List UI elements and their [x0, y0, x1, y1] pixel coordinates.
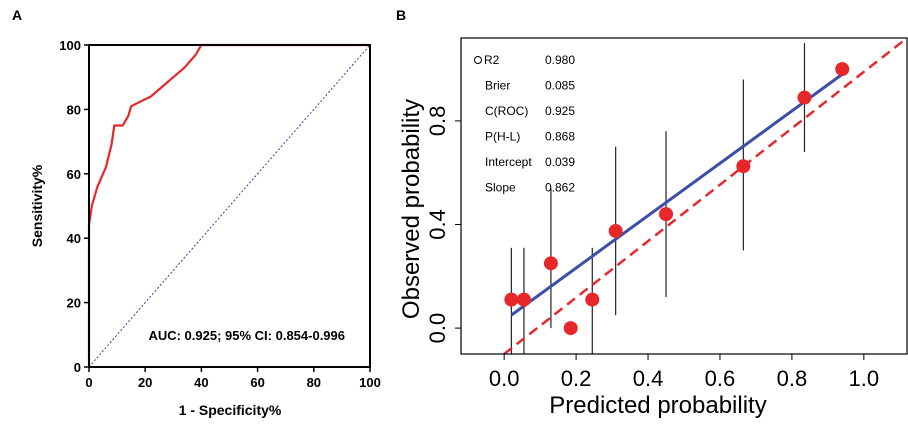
panel-a-ytick-label: 20 — [67, 296, 81, 311]
panel-b-xtick-label: 0.2 — [561, 366, 592, 391]
panel-a-xtick-label: 80 — [307, 375, 321, 390]
stats-label: Slope — [485, 181, 516, 195]
stats-value: 0.039 — [545, 155, 575, 169]
panel-a-frame — [88, 44, 371, 368]
panel-b-ylabel: Observed probability — [398, 99, 425, 319]
stats-value: 0.925 — [545, 104, 575, 118]
stats-marker-icon — [474, 56, 482, 64]
panel-a-ytick-label: 0 — [74, 360, 81, 375]
panel-a-xtick-label: 100 — [359, 375, 381, 390]
stats-label: P(H-L) — [485, 130, 520, 144]
panel-a-xtick-label: 60 — [250, 375, 264, 390]
panel-a-ylabel: Sensitivity% — [29, 164, 45, 247]
stats-value: 0.085 — [545, 79, 575, 93]
panel-a-ytick-label: 100 — [59, 38, 81, 53]
data-point — [835, 62, 850, 77]
panel-a-ytick-label: 40 — [67, 231, 81, 246]
stats-label: R2 — [484, 53, 500, 67]
panel-a-label: A — [12, 7, 22, 23]
ideal-line — [503, 38, 907, 354]
stats-value: 0.868 — [545, 130, 575, 144]
data-point — [736, 159, 751, 174]
stats-label: C(ROC) — [485, 104, 528, 118]
panel-b-frame — [460, 37, 908, 355]
panel-b-ytick-label: 0.0 — [425, 313, 450, 344]
stats-label: Intercept — [485, 155, 532, 169]
panel-b-xtick-label: 0.6 — [705, 366, 736, 391]
data-point — [543, 256, 558, 271]
reference-diagonal — [88, 44, 371, 368]
data-point — [585, 292, 600, 307]
panel-a-xtick-label: 0 — [85, 375, 92, 390]
stats-value: 0.862 — [545, 181, 575, 195]
data-point — [516, 292, 531, 307]
panel-a: 0 20 40 60 80 100 0 20 40 60 80 100 AUC: 0.925; 95%… — [29, 38, 381, 418]
panel-b: 0.0 0.2 0.4 0.6 0.8 1.0 0.0 0.4 0.8 R2 0.980 Brier… — [398, 37, 908, 419]
panel-a-ytick-label: 80 — [67, 102, 81, 117]
panel-b-xtick-label: 1.0 — [849, 366, 880, 391]
panel-a-xlabel: 1 - Specificity% — [179, 402, 282, 418]
data-point — [659, 207, 674, 222]
panel-b-label: B — [396, 7, 406, 23]
roc-curve — [87, 43, 370, 367]
panel-b-ytick-label: 0.4 — [425, 209, 450, 240]
panel-b-xlabel: Predicted probability — [549, 392, 766, 419]
stats-label: Brier — [485, 79, 510, 93]
stats-value: 0.980 — [545, 53, 575, 67]
panel-b-plot-area — [503, 38, 907, 354]
panel-b-xtick-label: 0.4 — [633, 366, 664, 391]
panel-b-xtick-label: 0.8 — [777, 366, 808, 391]
data-point — [504, 292, 519, 307]
panel-b-xtick-label: 0.0 — [489, 366, 520, 391]
panel-b-ytick-label: 0.8 — [425, 106, 450, 137]
panel-a-xtick-label: 20 — [138, 375, 152, 390]
data-point — [797, 90, 812, 105]
auc-annotation: AUC: 0.925; 95% CI: 0.854-0.996 — [148, 328, 345, 343]
data-point — [608, 223, 623, 238]
panel-a-ytick-label: 60 — [67, 167, 81, 182]
calibration-fit-line — [510, 73, 844, 317]
panel-a-xtick-label: 40 — [194, 375, 208, 390]
data-point — [563, 321, 578, 336]
